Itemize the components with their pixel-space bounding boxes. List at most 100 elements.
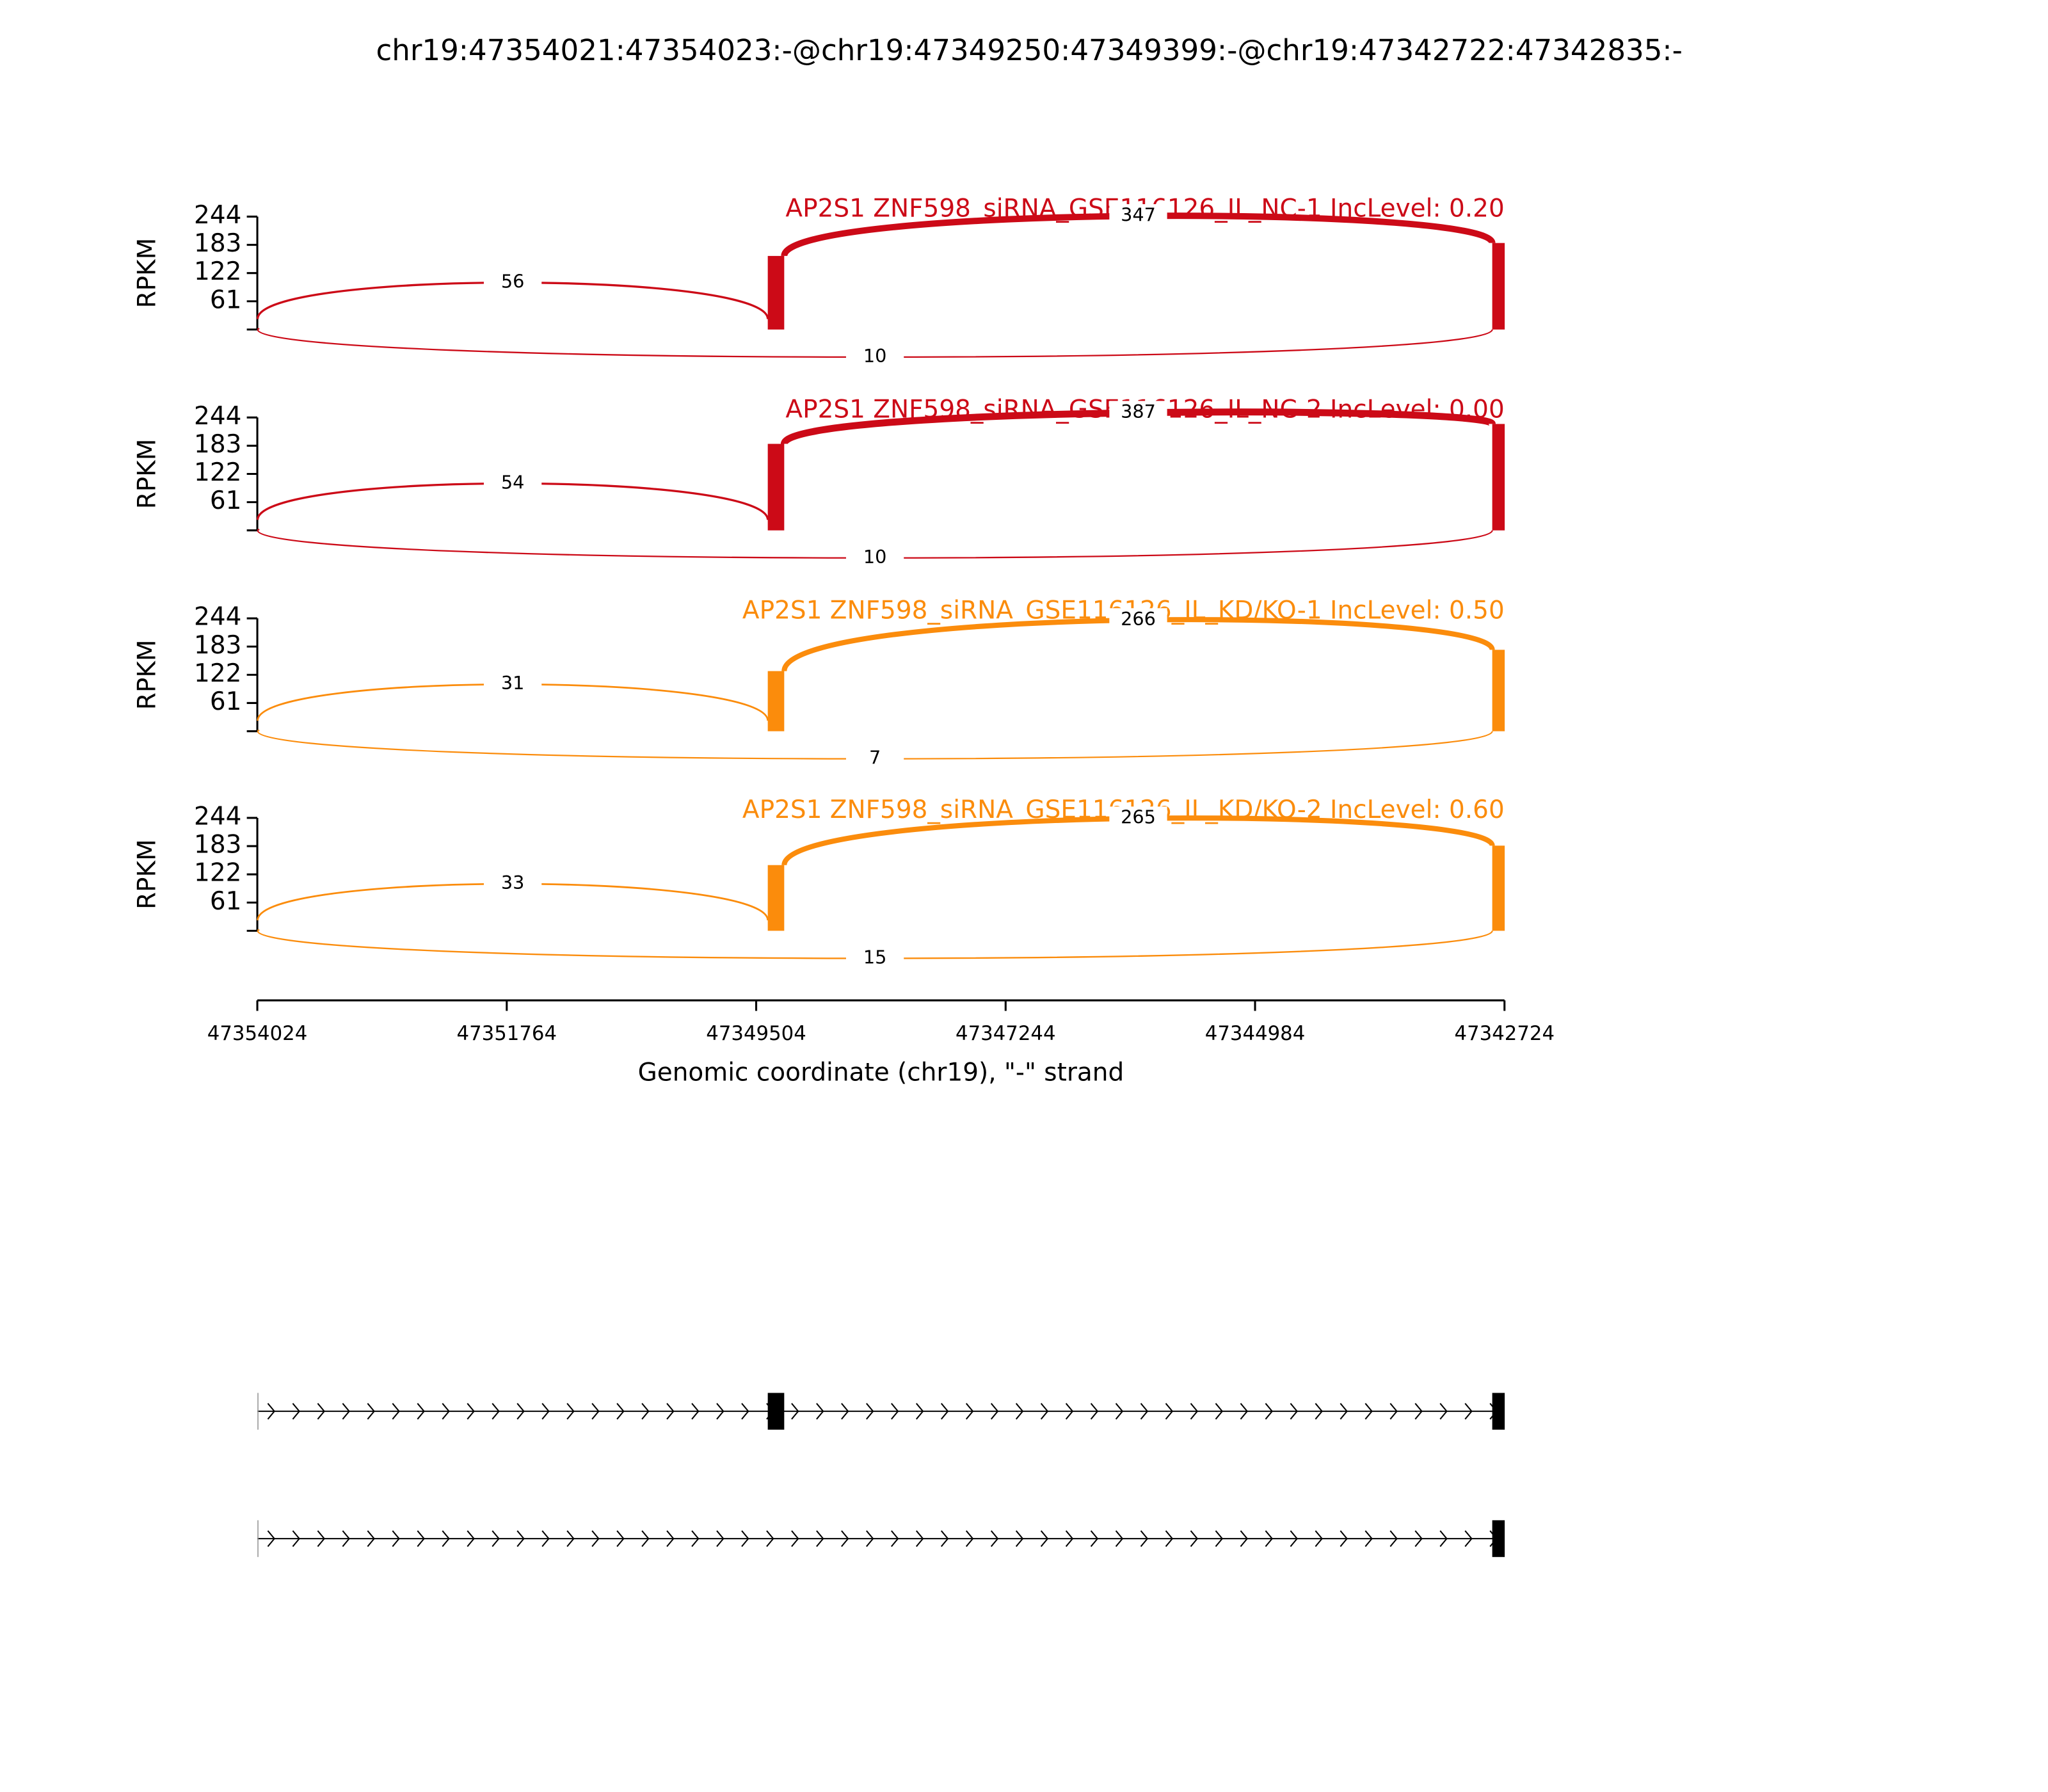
strand-arrow [891, 1530, 899, 1548]
strand-arrow [791, 1530, 799, 1548]
strand-arrow [591, 1403, 600, 1420]
strand-arrow [1315, 1530, 1323, 1548]
strand-arrow [267, 1403, 276, 1420]
strand-arrow [342, 1403, 350, 1420]
strand-arrow [1389, 1530, 1398, 1548]
strand-arrow [940, 1403, 949, 1420]
strand-arrow [367, 1403, 375, 1420]
strand-arrow [866, 1403, 874, 1420]
strand-arrow [1340, 1403, 1348, 1420]
strand-arrow [417, 1403, 425, 1420]
junction-label: 266 [1121, 608, 1156, 630]
exon [257, 1520, 259, 1557]
strand-arrow [442, 1530, 450, 1548]
y-tick-label: 244 [194, 402, 241, 431]
strand-arrow [292, 1403, 301, 1420]
strand-arrow [1340, 1530, 1348, 1548]
x-axis-label: Genomic coordinate (chr19), "-" strand [638, 1058, 1124, 1087]
strand-arrow [965, 1530, 974, 1548]
junction-label-bg [1109, 608, 1167, 632]
y-tick-label: 61 [210, 687, 242, 716]
strand-arrow [1140, 1530, 1149, 1548]
strand-arrow [716, 1403, 724, 1420]
junction-label: 31 [501, 672, 525, 694]
strand-arrow [566, 1530, 575, 1548]
strand-arrow [616, 1403, 625, 1420]
junction-label-bg [1109, 401, 1167, 425]
junction-label-bg [845, 546, 904, 570]
strand-arrow [292, 1530, 301, 1548]
strand-arrow [990, 1530, 999, 1548]
junction-label: 54 [501, 471, 525, 493]
strand-arrow [1315, 1403, 1323, 1420]
strand-arrow [891, 1403, 899, 1420]
y-tick-label: 244 [194, 201, 241, 230]
coverage-bar [257, 529, 260, 531]
strand-arrow [417, 1530, 425, 1548]
strand-arrow [317, 1403, 326, 1420]
junction-label-bg [483, 672, 542, 696]
strand-arrow [367, 1530, 375, 1548]
strand-arrow [1215, 1403, 1224, 1420]
strand-arrow [467, 1530, 475, 1548]
strand-arrow [641, 1403, 650, 1420]
strand-arrow [1414, 1403, 1423, 1420]
strand-arrow [1115, 1403, 1124, 1420]
strand-arrow [1439, 1530, 1448, 1548]
strand-arrow [442, 1403, 450, 1420]
strand-arrow [1464, 1403, 1473, 1420]
strand-arrow [866, 1530, 874, 1548]
junction-label-bg [483, 872, 542, 896]
y-tick-label: 122 [194, 859, 241, 888]
junction-label-bg [483, 271, 542, 294]
strand-arrow [791, 1403, 799, 1420]
junction-label-bg [845, 345, 904, 369]
exon [767, 1393, 785, 1430]
strand-arrow [1389, 1403, 1398, 1420]
strand-arrow [267, 1530, 276, 1548]
strand-arrow [691, 1530, 700, 1548]
strand-arrow [1040, 1530, 1049, 1548]
strand-arrow [1364, 1403, 1373, 1420]
strand-arrow [1240, 1530, 1249, 1548]
strand-arrow [916, 1403, 924, 1420]
strand-arrow [342, 1530, 350, 1548]
junction-label-bg [1109, 806, 1167, 831]
coverage-bar [767, 865, 785, 931]
strand-arrow [716, 1530, 724, 1548]
y-tick-label: 61 [210, 486, 242, 515]
junction-label: 10 [863, 345, 887, 367]
strand-arrow [1464, 1530, 1473, 1548]
strand-arrow [741, 1403, 749, 1420]
strand-arrow [1290, 1530, 1299, 1548]
strand-arrow [516, 1403, 525, 1420]
strand-arrow [666, 1403, 675, 1420]
x-tick-label: 47344984 [1205, 1022, 1306, 1045]
strand-arrow [1215, 1530, 1224, 1548]
x-tick-label: 47349504 [706, 1022, 806, 1045]
strand-arrow [1265, 1530, 1274, 1548]
strand-arrow [566, 1403, 575, 1420]
junction-label-bg [483, 471, 542, 495]
junction-label: 7 [869, 747, 881, 769]
exon [257, 1393, 259, 1430]
strand-arrow [392, 1530, 400, 1548]
strand-arrow [1015, 1403, 1024, 1420]
y-tick-label: 122 [194, 659, 241, 688]
chart-title: chr19:47354021:47354023:-@chr19:47349250… [376, 33, 1682, 67]
strand-arrow [1439, 1403, 1448, 1420]
y-axis-label: RPKM [132, 639, 161, 710]
strand-arrow [841, 1530, 849, 1548]
strand-arrow [1414, 1530, 1423, 1548]
strand-arrow [516, 1530, 525, 1548]
junction-label: 56 [501, 271, 525, 292]
junction-label: 10 [863, 546, 887, 568]
strand-arrow [541, 1403, 550, 1420]
strand-arrow [1165, 1403, 1174, 1420]
junction-label: 15 [863, 946, 887, 968]
coverage-bar [1492, 243, 1505, 330]
strand-arrow [1065, 1530, 1074, 1548]
